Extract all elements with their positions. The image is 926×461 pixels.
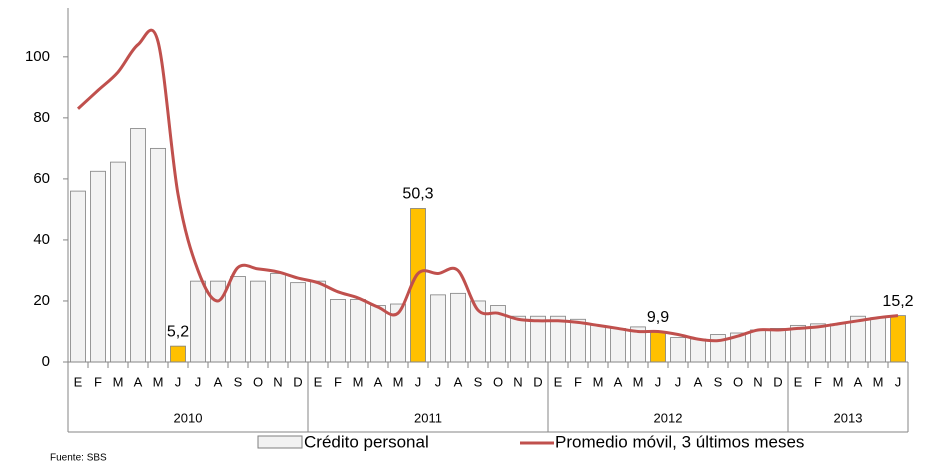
bar [690, 338, 706, 363]
legend-label: Crédito personal [304, 432, 429, 451]
x-tick-label: J [895, 374, 902, 389]
x-tick-label: A [374, 374, 383, 389]
bar [370, 305, 386, 363]
group-label: 2013 [834, 410, 863, 425]
bar [130, 128, 146, 363]
bar [670, 337, 686, 363]
group-label: 2010 [174, 410, 203, 425]
x-tick-label: F [94, 374, 102, 389]
x-tick-label: S [474, 374, 483, 389]
bar [890, 315, 906, 363]
x-tick-label: E [554, 374, 563, 389]
data-label: 5,2 [167, 323, 189, 340]
bar [550, 315, 566, 363]
x-tick-label: A [614, 374, 623, 389]
bar [90, 170, 106, 363]
x-tick-label: D [293, 374, 302, 389]
x-tick-label: M [633, 374, 644, 389]
x-tick-label: A [134, 374, 143, 389]
bar [310, 280, 326, 363]
bar [790, 324, 806, 363]
x-tick-label: F [334, 374, 342, 389]
bar [610, 328, 626, 363]
legend-swatch [257, 435, 303, 449]
x-tick-label: J [435, 374, 442, 389]
x-tick-label: D [773, 374, 782, 389]
x-tick-label: M [353, 374, 364, 389]
x-tick-label: E [794, 374, 803, 389]
x-tick-label: M [113, 374, 124, 389]
group-label: 2012 [654, 410, 683, 425]
x-tick-label: A [854, 374, 863, 389]
legend-label: Promedio móvil, 3 últimos meses [555, 432, 804, 451]
bar [230, 276, 246, 363]
bar [510, 315, 526, 363]
bar [250, 280, 266, 363]
x-tick-label: D [533, 374, 542, 389]
y-tick-label: 20 [33, 292, 50, 309]
y-tick-label: 60 [33, 170, 50, 187]
x-tick-label: J [415, 374, 422, 389]
x-tick-label: A [454, 374, 463, 389]
bar [150, 147, 166, 363]
y-tick-label: 80 [33, 109, 50, 126]
bar [810, 323, 826, 363]
bar [270, 273, 286, 363]
y-tick-label: 0 [42, 353, 50, 370]
bar [530, 315, 546, 363]
bar [870, 317, 886, 363]
x-tick-label: M [393, 374, 404, 389]
x-tick-label: M [833, 374, 844, 389]
y-tick-label: 100 [25, 48, 50, 65]
bar [330, 299, 346, 363]
x-tick-label: J [675, 374, 682, 389]
bar [170, 345, 186, 363]
bar [450, 292, 466, 363]
x-tick-label: S [714, 374, 723, 389]
group-label: 2011 [414, 410, 442, 425]
x-tick-label: M [153, 374, 164, 389]
data-label: 50,3 [402, 186, 433, 203]
bar [70, 190, 86, 363]
x-tick-label: J [195, 374, 202, 389]
bar [650, 331, 666, 363]
bar [430, 294, 446, 363]
line [76, 28, 899, 343]
x-tick-label: F [814, 374, 822, 389]
bar [290, 282, 306, 363]
bar [190, 280, 206, 363]
x-tick-label: E [314, 374, 323, 389]
bar [570, 318, 586, 363]
x-tick-label: S [234, 374, 243, 389]
source-note: Fuente: SBS [50, 453, 107, 461]
x-tick-label: F [574, 374, 582, 389]
x-tick-label: J [175, 374, 182, 389]
x-tick-label: N [753, 374, 762, 389]
x-tick-label: E [74, 374, 83, 389]
x-tick-label: O [253, 374, 263, 389]
y-tick-label: 40 [33, 231, 50, 248]
x-tick-label: N [273, 374, 282, 389]
x-tick-label: O [733, 374, 743, 389]
bar [830, 323, 846, 363]
bar [590, 324, 606, 363]
data-label: 15,2 [882, 293, 913, 310]
x-tick-label: M [593, 374, 604, 389]
bar [350, 299, 366, 363]
bar [750, 329, 766, 363]
x-tick-label: A [214, 374, 223, 389]
bar [110, 161, 126, 363]
x-tick-label: N [513, 374, 522, 389]
data-label: 9,9 [647, 309, 669, 326]
x-tick-label: O [493, 374, 503, 389]
x-tick-label: M [873, 374, 884, 389]
bar [770, 328, 786, 363]
x-tick-label: A [694, 374, 703, 389]
x-tick-label: J [655, 374, 662, 389]
